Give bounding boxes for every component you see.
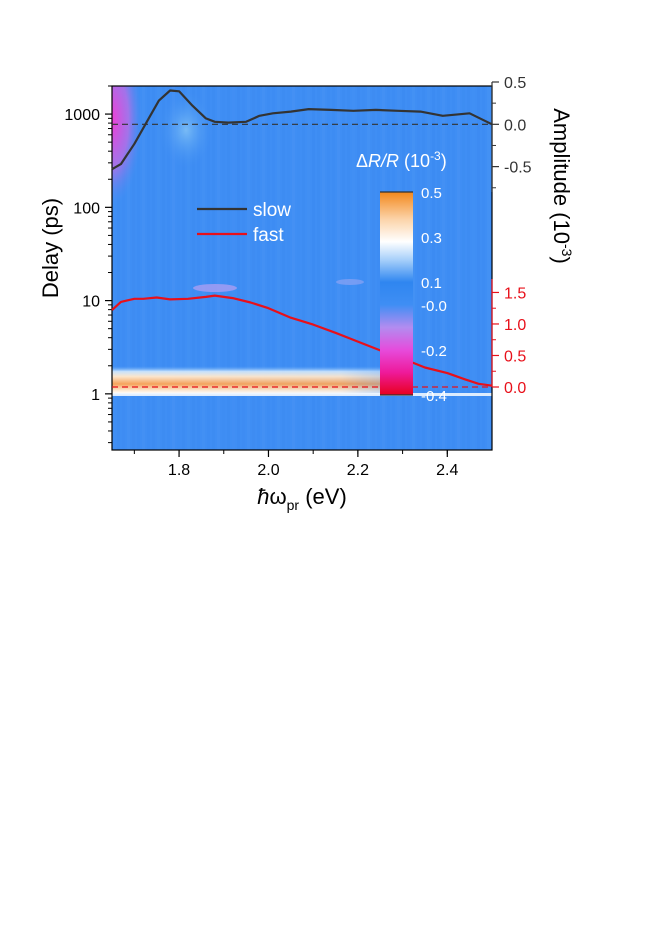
colorbar-gradient: [380, 192, 413, 395]
legend-label-fast: fast: [253, 225, 284, 246]
plot-frame: [111, 85, 493, 451]
right-top-tick-label: 0.0: [504, 117, 526, 134]
right-axis-amplitude: 0.5 0.0 -0.5: [491, 75, 532, 192]
colorbar-tick-label: -0.4: [421, 388, 447, 405]
colorbar-title: ΔR/R (10-3): [356, 149, 447, 171]
x-tick-label: 2.2: [347, 462, 369, 479]
x-tick-label: 2.4: [436, 462, 458, 479]
colorbar-tick-label: 0.1: [421, 275, 442, 292]
x-tick-label: 2.0: [257, 462, 279, 479]
colorbar-tick-label: 0.3: [421, 230, 442, 247]
colorbar-tick-label: 0.5: [421, 185, 442, 202]
y-tick-label: 1: [91, 387, 100, 404]
x-axis: 1.8 2.0 2.2 2.4: [133, 450, 459, 479]
right-axis-title: Amplitude (10-3): [549, 108, 575, 264]
x-tick-label: 1.8: [168, 462, 190, 479]
right-bottom-tick-label: 1.5: [504, 285, 526, 302]
right-bottom-tick-label: 1.0: [504, 317, 526, 334]
colorbar: ΔR/R (10-3) 0.5 0.3 0.1 -0.0 -0.2 -0.4: [356, 149, 447, 405]
y-tick-label: 100: [73, 200, 100, 217]
y-axis: 1 10 100 1000: [64, 85, 112, 444]
legend: slow fast: [197, 200, 291, 246]
right-bottom-tick-label: 0.0: [504, 380, 526, 397]
colorbar-tick-label: -0.2: [421, 343, 447, 360]
series-line-slow: [111, 89, 493, 171]
y-tick-label: 10: [82, 294, 100, 311]
series-line-fast: [111, 294, 493, 387]
right-bottom-tick-label: 0.5: [504, 348, 526, 365]
y-axis-title: Delay (ps): [38, 198, 63, 298]
right-top-tick-label: 0.5: [504, 75, 526, 92]
x-axis-title: ħωpr (eV): [257, 484, 347, 513]
right-top-tick-label: -0.5: [504, 160, 532, 177]
right-axis-fast: 1.5 1.0 0.5 0.0: [491, 279, 526, 397]
y-tick-label: 1000: [64, 107, 100, 124]
legend-label-slow: slow: [253, 200, 291, 221]
colorbar-tick-label: -0.0: [421, 298, 447, 315]
